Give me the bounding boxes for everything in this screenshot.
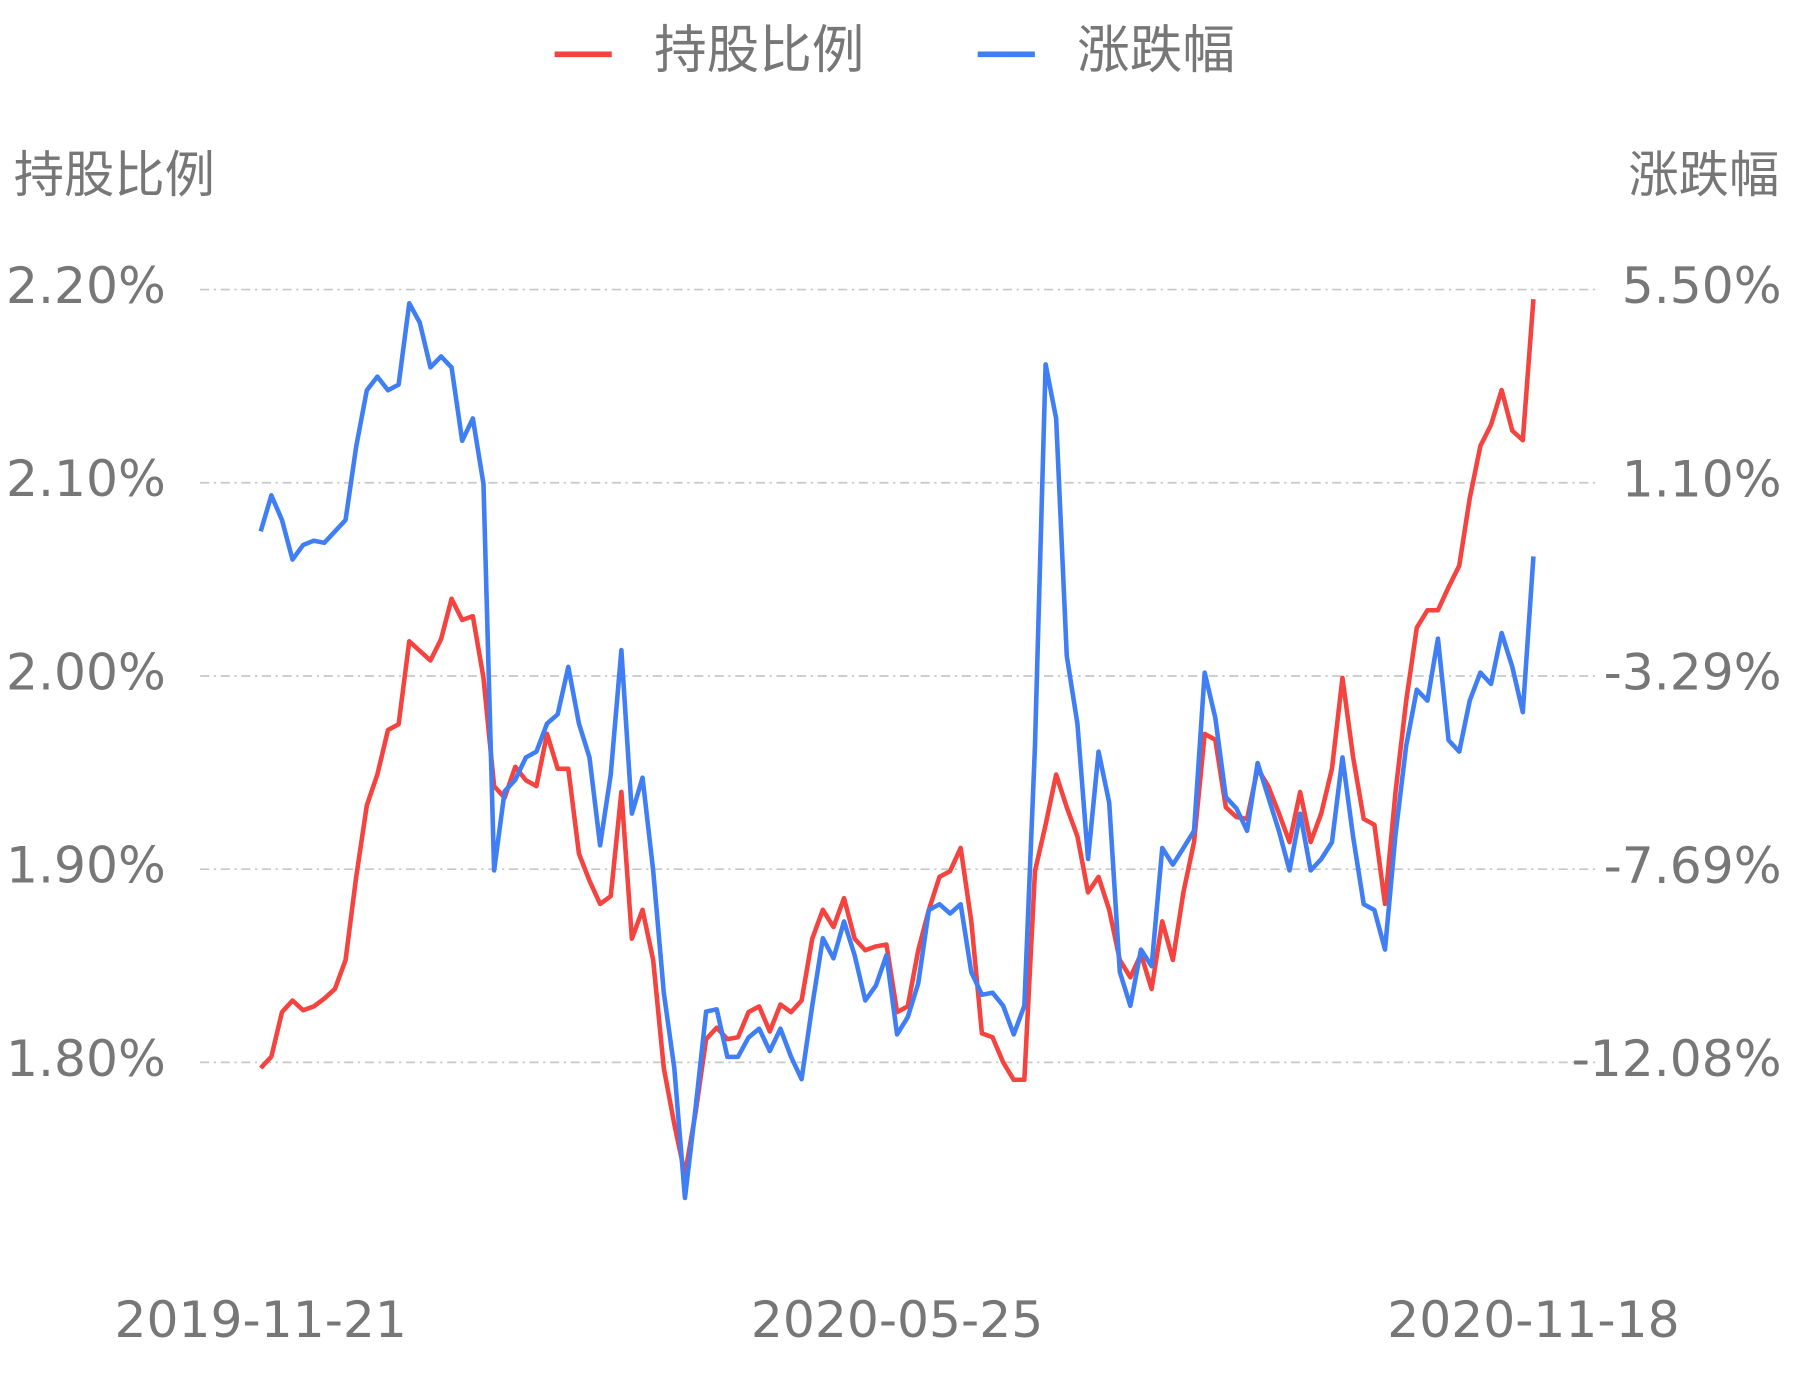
y-tick-label: 2.00% xyxy=(6,644,166,702)
line-series xyxy=(258,300,1536,1201)
y-axis-title: 持股比例 xyxy=(14,146,215,204)
x-tick-label: 2019-11-21 xyxy=(115,1291,407,1349)
legend-label: 涨跌幅 xyxy=(1077,20,1235,81)
y-tick-label: 1.80% xyxy=(6,1030,166,1088)
y2-axis-title: 涨跌幅 xyxy=(1628,146,1779,204)
line-series xyxy=(259,299,1536,1177)
y-tick-label: 2.10% xyxy=(6,450,166,508)
y2-tick-label: -7.69% xyxy=(1604,837,1782,895)
y2-tick-label: 5.50% xyxy=(1622,257,1782,315)
y2-tick-label: -3.29% xyxy=(1604,644,1782,702)
y2-tick-label: 1.10% xyxy=(1622,451,1782,509)
y-tick-label: 1.90% xyxy=(6,837,166,895)
legend-label: 持股比例 xyxy=(654,20,864,81)
x-tick-label: 2020-11-18 xyxy=(1387,1291,1679,1349)
y2-tick-label: -12.08% xyxy=(1572,1030,1782,1088)
y-tick-label: 2.20% xyxy=(6,257,166,315)
x-tick-label: 2020-05-25 xyxy=(751,1291,1043,1349)
